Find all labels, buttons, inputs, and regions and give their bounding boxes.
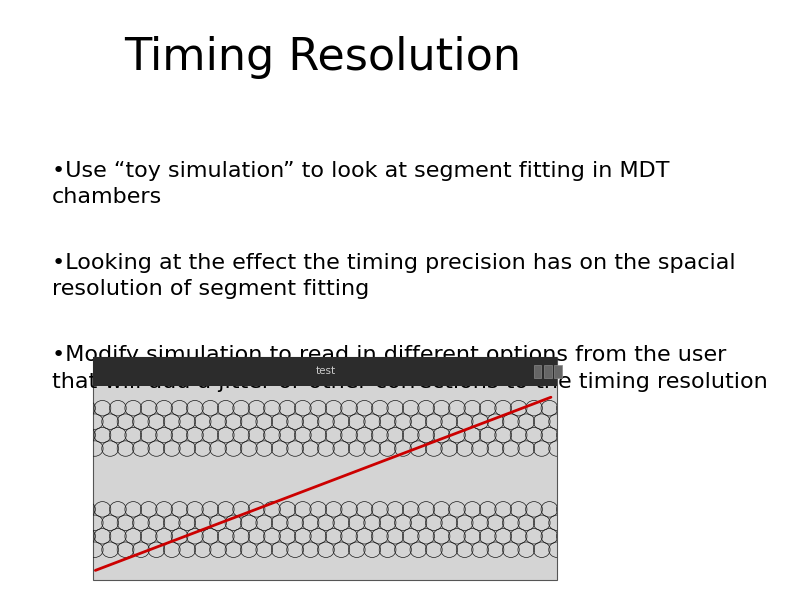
Text: Timing Resolution: Timing Resolution <box>124 36 521 79</box>
Bar <box>544 365 552 378</box>
Bar <box>94 357 557 386</box>
Text: •Looking at the effect the timing precision has on the spacial
resolution of seg: •Looking at the effect the timing precis… <box>52 253 735 299</box>
Text: test: test <box>315 367 336 376</box>
Text: •Modify simulation to read in different options from the user
that will add a ji: •Modify simulation to read in different … <box>52 345 767 392</box>
Bar <box>94 357 557 580</box>
Text: •Use “toy simulation” to look at segment fitting in MDT
chambers: •Use “toy simulation” to look at segment… <box>52 161 669 207</box>
Bar <box>534 365 542 378</box>
Bar <box>554 365 562 378</box>
